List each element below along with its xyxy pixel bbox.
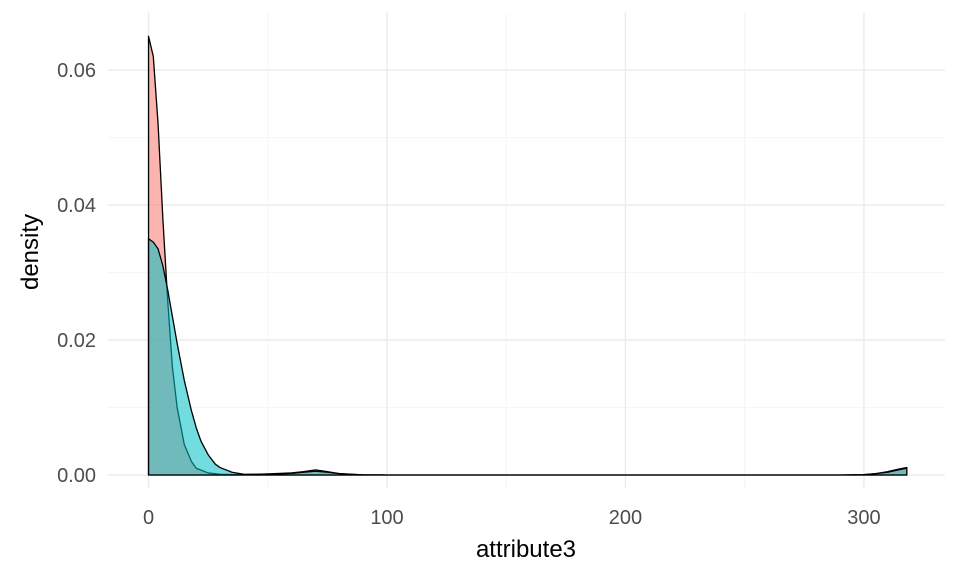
y-axis-tick-labels: 0.00 0.02 0.04 0.06 bbox=[57, 60, 96, 487]
y-tick-label: 0.02 bbox=[57, 330, 96, 352]
x-axis-title: attribute3 bbox=[476, 536, 576, 563]
x-axis-tick-labels: 0 100 200 300 bbox=[143, 507, 881, 529]
x-tick-label: 100 bbox=[370, 507, 403, 529]
y-tick-label: 0.06 bbox=[57, 60, 96, 82]
density-area-series-2 bbox=[147, 238, 908, 476]
y-axis-title: density bbox=[17, 214, 44, 290]
x-tick-label: 300 bbox=[847, 507, 880, 529]
density-areas bbox=[147, 35, 908, 476]
x-tick-label: 200 bbox=[609, 507, 642, 529]
density-area-series-1 bbox=[147, 35, 908, 476]
y-tick-label: 0.04 bbox=[57, 195, 96, 217]
x-tick-label: 0 bbox=[143, 507, 154, 529]
grid bbox=[108, 12, 945, 488]
y-tick-label: 0.00 bbox=[57, 465, 96, 487]
